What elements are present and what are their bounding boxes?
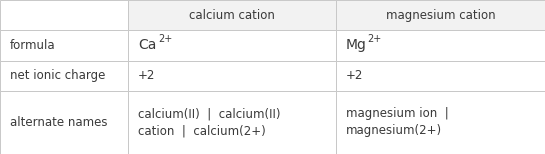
Bar: [0, 0, 128, 30]
Bar: [336, 30, 545, 61]
Text: net ionic charge: net ionic charge: [10, 69, 105, 82]
Bar: [128, 91, 336, 154]
Bar: [128, 30, 336, 61]
Text: formula: formula: [10, 39, 56, 52]
Text: calcium(II)  |  calcium(II)
cation  |  calcium(2+): calcium(II) | calcium(II) cation | calci…: [138, 107, 280, 137]
Bar: [128, 0, 336, 30]
Text: Ca: Ca: [138, 38, 156, 52]
Text: 2+: 2+: [159, 34, 173, 44]
Bar: [0, 30, 128, 61]
Text: +2: +2: [346, 69, 364, 82]
Text: Mg: Mg: [346, 38, 367, 52]
Bar: [0, 91, 128, 154]
Text: magnesium cation: magnesium cation: [386, 8, 495, 22]
Bar: [336, 0, 545, 30]
Text: +2: +2: [138, 69, 155, 82]
Bar: [336, 91, 545, 154]
Bar: [0, 61, 128, 91]
Text: 2+: 2+: [367, 34, 381, 44]
Text: alternate names: alternate names: [10, 116, 107, 129]
Text: calcium cation: calcium cation: [189, 8, 275, 22]
Text: magnesium ion  |
magnesium(2+): magnesium ion | magnesium(2+): [346, 107, 449, 137]
Bar: [336, 61, 545, 91]
Bar: [128, 61, 336, 91]
